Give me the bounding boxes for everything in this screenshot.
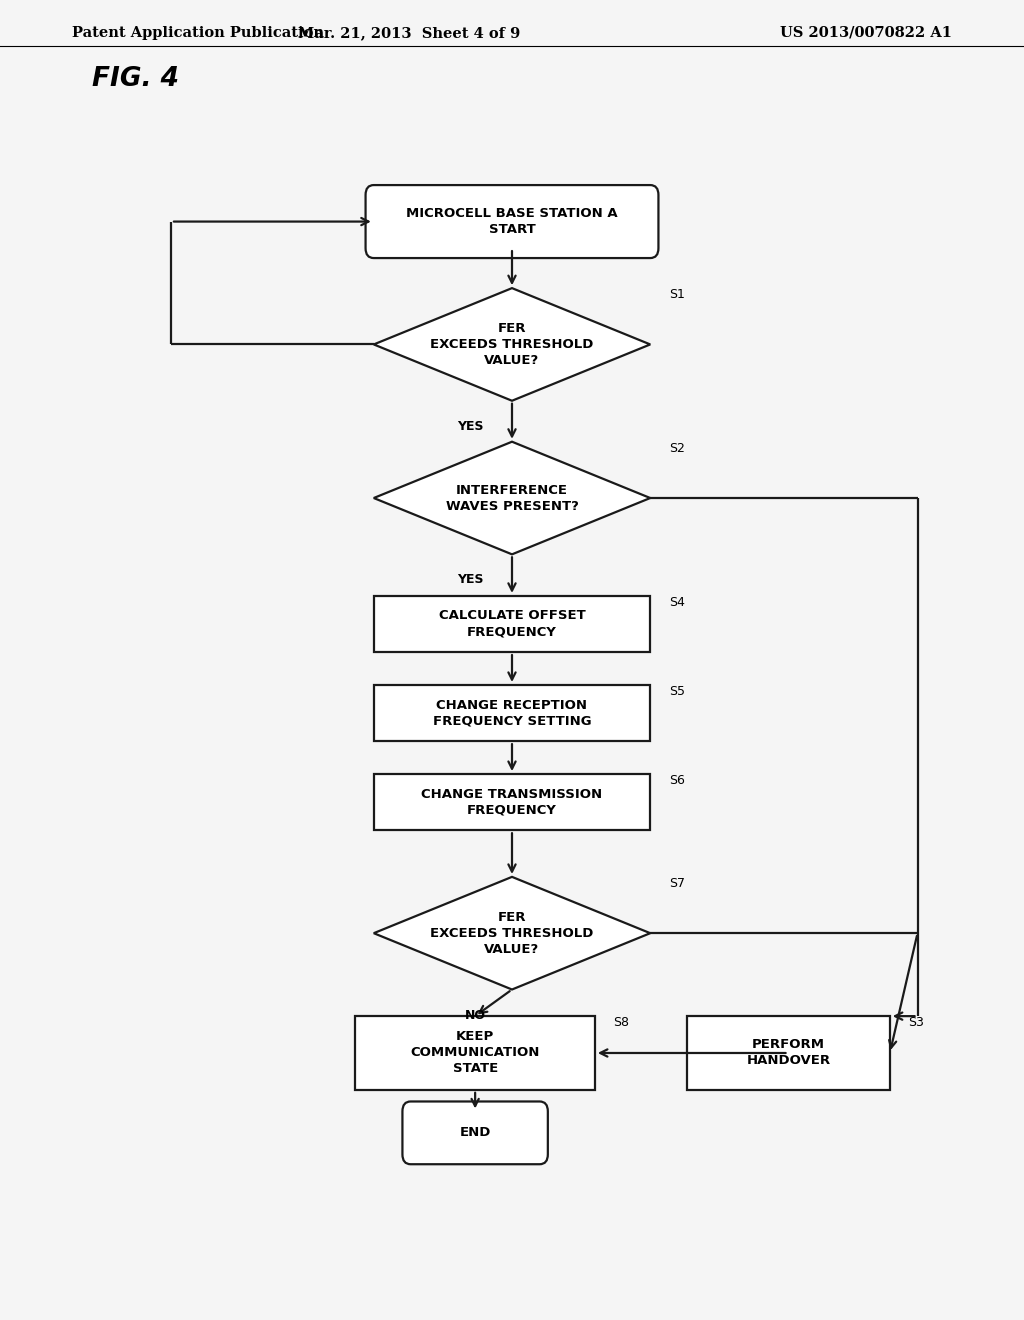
Text: US 2013/0070822 A1: US 2013/0070822 A1 — [780, 26, 952, 40]
Polygon shape — [374, 288, 650, 401]
Text: YES: YES — [458, 573, 483, 586]
Text: YES: YES — [458, 420, 483, 433]
Text: Patent Application Publication: Patent Application Publication — [72, 26, 324, 40]
Text: S3: S3 — [908, 1016, 925, 1030]
Bar — [374, 685, 650, 742]
Text: FER
EXCEEDS THRESHOLD
VALUE?: FER EXCEEDS THRESHOLD VALUE? — [430, 911, 594, 956]
Bar — [374, 595, 650, 652]
Text: CALCULATE OFFSET
FREQUENCY: CALCULATE OFFSET FREQUENCY — [438, 610, 586, 639]
Text: S2: S2 — [669, 442, 685, 454]
Text: S1: S1 — [669, 288, 685, 301]
Text: MICROCELL BASE STATION A
START: MICROCELL BASE STATION A START — [407, 207, 617, 236]
Polygon shape — [374, 442, 650, 554]
Bar — [687, 1016, 890, 1090]
Text: S7: S7 — [669, 876, 685, 890]
Text: S4: S4 — [669, 595, 685, 609]
Polygon shape — [374, 876, 650, 990]
Bar — [374, 774, 650, 830]
Bar — [355, 1016, 595, 1090]
Text: FIG. 4: FIG. 4 — [92, 66, 179, 92]
Text: FER
EXCEEDS THRESHOLD
VALUE?: FER EXCEEDS THRESHOLD VALUE? — [430, 322, 594, 367]
Text: PERFORM
HANDOVER: PERFORM HANDOVER — [746, 1039, 830, 1068]
Text: CHANGE TRANSMISSION
FREQUENCY: CHANGE TRANSMISSION FREQUENCY — [422, 788, 602, 817]
Text: END: END — [460, 1126, 490, 1139]
FancyBboxPatch shape — [366, 185, 658, 257]
Text: S6: S6 — [669, 774, 685, 787]
Text: S5: S5 — [669, 685, 685, 698]
Text: Mar. 21, 2013  Sheet 4 of 9: Mar. 21, 2013 Sheet 4 of 9 — [298, 26, 521, 40]
Text: NO: NO — [465, 1008, 485, 1022]
Text: CHANGE RECEPTION
FREQUENCY SETTING: CHANGE RECEPTION FREQUENCY SETTING — [433, 698, 591, 727]
Text: S8: S8 — [613, 1016, 630, 1030]
FancyBboxPatch shape — [402, 1101, 548, 1164]
Text: INTERFERENCE
WAVES PRESENT?: INTERFERENCE WAVES PRESENT? — [445, 483, 579, 512]
Text: KEEP
COMMUNICATION
STATE: KEEP COMMUNICATION STATE — [411, 1031, 540, 1076]
